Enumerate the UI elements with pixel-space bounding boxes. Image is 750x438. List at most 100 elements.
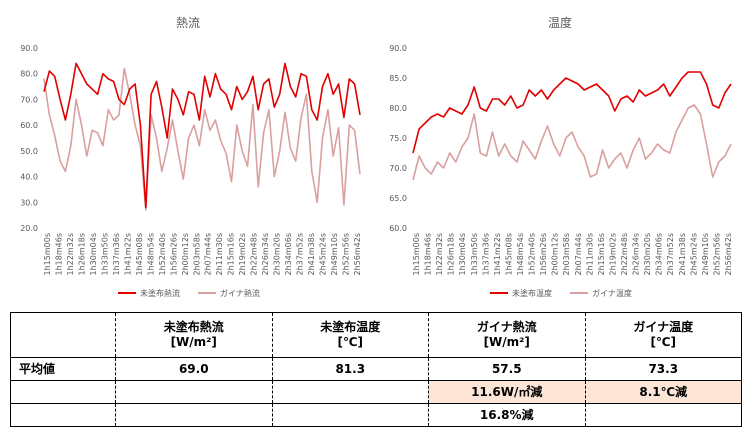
y-tick-label: 75.0 xyxy=(389,134,407,143)
x-tick-label: 2h19m02s xyxy=(608,233,617,275)
x-tick-label: 2h56m42s xyxy=(353,233,362,275)
y-tick-label: 20.0 xyxy=(20,224,38,233)
series-line-untreated xyxy=(43,62,361,209)
chart-title: 温度 xyxy=(548,15,572,30)
x-tick-label: 2h37m52s xyxy=(666,233,675,275)
x-tick-label: 2h45m24s xyxy=(319,233,328,275)
x-tick-label: 2h07m44s xyxy=(204,233,213,275)
table-row: 平均値 69.0 81.3 57.5 73.3 xyxy=(10,357,742,381)
series-line-gaina xyxy=(412,104,732,181)
x-tick-label: 1h26m18s xyxy=(447,233,456,275)
x-tick-label: 1h37m36s xyxy=(481,233,490,275)
legend-label: ガイナ温度 xyxy=(592,288,632,298)
x-tick-label: 2h49m10s xyxy=(330,233,339,275)
header-cell: 未塗布熱流 [W/m²] xyxy=(115,312,273,358)
table-cell: 73.3 xyxy=(584,357,742,381)
x-tick-label: 1h26m18s xyxy=(77,233,86,275)
y-tick-label: 65.0 xyxy=(389,194,407,203)
x-tick-label: 2h22m48s xyxy=(250,233,259,275)
x-tick-label: 2h07m44s xyxy=(574,233,583,275)
charts-area: 熱流 20.0 30.0 40.0 50.0 60.0 70.0 80.0 90.0 1h15m… xyxy=(20,15,733,298)
x-tick-label: 2h22m48s xyxy=(620,233,629,275)
y-tick-label: 70.0 xyxy=(20,95,38,104)
x-tick-label: 1h45m08s xyxy=(135,233,144,275)
x-tick-label: 2h03m58s xyxy=(562,233,571,275)
x-tick-label: 2h49m10s xyxy=(701,233,710,275)
x-tick-label: 1h45m08s xyxy=(504,233,513,275)
table-cell xyxy=(115,380,273,404)
header-cell: ガイナ温度 [℃] xyxy=(584,312,742,358)
x-tick-label: 2h00m12s xyxy=(551,233,560,275)
table-cell xyxy=(115,403,273,427)
x-tick-label: 2h56m42s xyxy=(724,233,733,275)
x-tick-label: 2h15m16s xyxy=(227,233,236,275)
header-cell xyxy=(10,312,116,358)
table-cell xyxy=(584,403,742,427)
series-line-untreated xyxy=(412,71,732,154)
x-tick-label: 2h34m06s xyxy=(655,233,664,275)
table-cell xyxy=(271,380,429,404)
header-label: ガイナ温度 [℃] xyxy=(633,320,694,349)
table-cell xyxy=(10,380,116,404)
x-tick-label: 2h41m38s xyxy=(307,233,316,275)
y-tick-label: 50.0 xyxy=(20,147,38,156)
y-tick-label: 30.0 xyxy=(20,198,38,207)
x-tick-label: 1h52m40s xyxy=(528,233,537,275)
x-tick-label: 1h15m00s xyxy=(43,233,52,275)
x-tick-label: 1h37m36s xyxy=(112,233,121,275)
x-tick-label: 1h56m26s xyxy=(539,233,548,275)
x-tick-label: 2h19m02s xyxy=(238,233,247,275)
x-tick-label: 1h30m04s xyxy=(458,233,467,275)
heat-flow-reduction-cell: 11.6W/㎡減 xyxy=(428,380,586,404)
table-header-row: 未塗布熱流 [W/m²] 未塗布温度 [℃] ガイナ熱流 [W/m²] ガイナ温… xyxy=(10,312,742,358)
chart-heat-flow: 熱流 20.0 30.0 40.0 50.0 60.0 70.0 80.0 90.0 1h15m… xyxy=(20,16,362,298)
y-tick-label: 90.0 xyxy=(389,44,407,53)
x-tick-label: 2h03m58s xyxy=(192,233,201,275)
x-tick-label: 2h34m06s xyxy=(284,233,293,275)
x-tick-label: 1h18m46s xyxy=(54,233,63,275)
x-tick-label: 1h52m40s xyxy=(158,233,167,275)
x-tick-label: 1h33m50s xyxy=(470,233,479,275)
legend-label: 未塗布温度 xyxy=(512,288,552,298)
y-tick-label: 85.0 xyxy=(389,74,407,83)
table-row: 16.8%減 xyxy=(10,403,742,427)
x-tick-label: 2h30m20s xyxy=(643,233,652,275)
table-cell xyxy=(10,403,116,427)
row-label: 平均値 xyxy=(10,357,116,381)
header-label: ガイナ熱流 [W/m²] xyxy=(476,320,537,349)
x-tick-label: 2h45m24s xyxy=(689,233,698,275)
summary-table: 未塗布熱流 [W/m²] 未塗布温度 [℃] ガイナ熱流 [W/m²] ガイナ温… xyxy=(10,312,742,427)
x-tick-label: 1h30m04s xyxy=(89,233,98,275)
x-tick-label: 2h26m34s xyxy=(261,233,270,275)
x-tick-label: 2h37m52s xyxy=(296,233,305,275)
x-tick-label: 1h56m26s xyxy=(169,233,178,275)
x-tick-label: 2h41m38s xyxy=(678,233,687,275)
table-cell: 81.3 xyxy=(271,357,429,381)
x-tick-label: 1h48m54s xyxy=(516,233,525,275)
header-cell: 未塗布温度 [℃] xyxy=(271,312,429,358)
x-tick-label: 1h41m22s xyxy=(493,233,502,275)
chart-title: 熱流 xyxy=(176,16,200,30)
table-cell: 57.5 xyxy=(428,357,586,381)
x-tick-label: 1h41m22s xyxy=(123,233,132,275)
x-tick-label: 2h15m16s xyxy=(597,233,606,275)
x-tick-label: 1h22m32s xyxy=(435,233,444,275)
header-label: 未塗布熱流 [W/m²] xyxy=(163,320,224,349)
x-tick-label: 2h52m56s xyxy=(712,233,721,275)
y-tick-label: 80.0 xyxy=(389,104,407,113)
x-tick-label: 1h48m54s xyxy=(146,233,155,275)
y-tick-label: 40.0 xyxy=(20,173,38,182)
y-tick-label: 90.0 xyxy=(20,44,38,53)
x-tick-label: 2h30m20s xyxy=(273,233,282,275)
header-label: 未塗布温度 [℃] xyxy=(320,320,381,349)
legend-label: 未塗布熱流 xyxy=(140,288,180,298)
table-cell: 69.0 xyxy=(115,357,273,381)
series-line-gaina xyxy=(43,67,361,211)
x-tick-label: 1h18m46s xyxy=(424,233,433,275)
x-tick-label: 2h26m34s xyxy=(632,233,641,275)
y-tick-label: 60.0 xyxy=(389,224,407,233)
heat-flow-reduction-percent-cell: 16.8%減 xyxy=(428,403,586,427)
x-tick-label: 2h11m30s xyxy=(585,233,594,275)
y-tick-label: 70.0 xyxy=(389,164,407,173)
